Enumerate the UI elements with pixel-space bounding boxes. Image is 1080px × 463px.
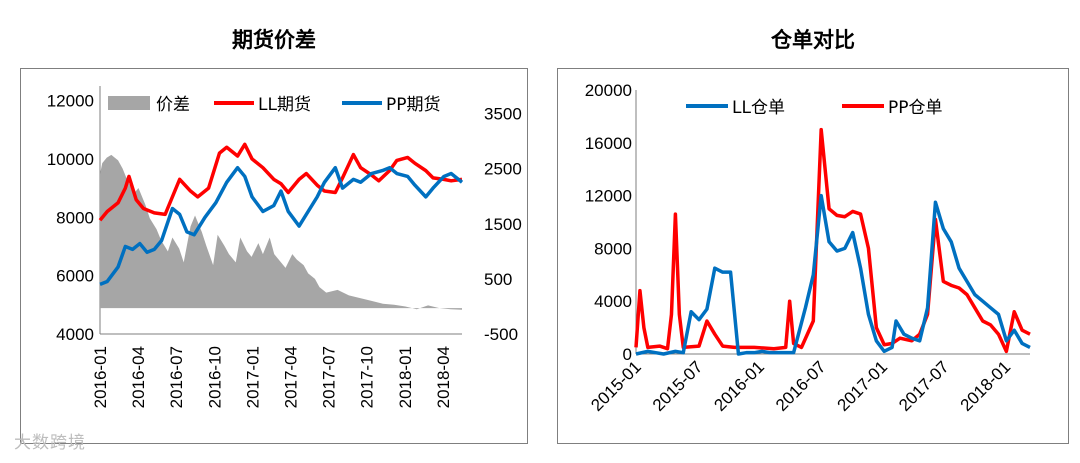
left-x-tick-label: 2016-04 [129,346,148,408]
left-x-tick-label: 2017-10 [358,346,377,408]
left-y2-tick-label: 2500 [484,160,522,179]
left-x-tick-label: 2018-04 [434,346,453,408]
left-x-tick-label: 2017-01 [243,346,262,408]
left-x-tick-label: 2017-07 [320,346,339,408]
legend-label-pp: PP期货 [386,95,441,115]
right-chart-frame [557,68,1069,444]
right-y-tick-label: 8000 [594,239,632,258]
left-y2-tick-label: 1500 [484,215,522,234]
legend-label-ll: LL期货 [258,95,311,115]
right-y-tick-label: 12000 [585,187,632,206]
right-x-tick-label: 2018-01 [957,357,1015,415]
right-x-tick-label: 2016-07 [772,357,830,415]
watermark: 大数跨境 [14,433,86,453]
series-line-ll [98,142,463,222]
left-chart-title: 期货价差 [232,28,316,52]
left-y-tick-label: 8000 [56,208,94,227]
right-chart-title: 仓单对比 [771,28,855,52]
left-y2-tick-label: -500 [484,325,518,344]
right-y-tick-label: 16000 [585,134,632,153]
left-y-tick-label: 4000 [56,325,94,344]
right-x-tick-label: 2017-01 [834,357,892,415]
right-x-tick-label: 2015-01 [587,357,645,415]
left-x-tick-label: 2016-07 [167,346,186,408]
series-line-pp [99,165,464,287]
legend-label-pp-warrant: PP仓单 [888,98,943,118]
left-y-tick-label: 10000 [47,150,94,169]
series-line-pp-warrant [634,127,1031,354]
legend-label-ll-warrant: LL仓单 [732,98,785,118]
right-y-tick-label: 0 [623,345,632,364]
left-chart-frame [20,68,528,444]
right-x-tick-label: 2017-07 [895,357,953,415]
series-area-spread [100,154,462,310]
legend-label-spread: 价差 [156,95,190,115]
right-x-tick-label: 2016-01 [710,357,768,415]
series-line-ll-warrant [635,193,1031,356]
left-y-tick-label: 6000 [56,267,94,286]
legend-swatch-spread [108,96,150,110]
right-x-tick-label: 2015-07 [649,357,707,415]
left-x-tick-label: 2017-04 [282,346,301,408]
left-y2-tick-label: 500 [484,270,512,289]
left-y-tick-label: 12000 [47,92,94,111]
left-x-tick-label: 2016-10 [205,346,224,408]
right-y-tick-label: 20000 [585,81,632,100]
left-y2-tick-label: 3500 [484,105,522,124]
left-x-tick-label: 2018-01 [396,346,415,408]
right-y-tick-label: 4000 [594,292,632,311]
left-x-tick-label: 2016-01 [91,346,110,408]
